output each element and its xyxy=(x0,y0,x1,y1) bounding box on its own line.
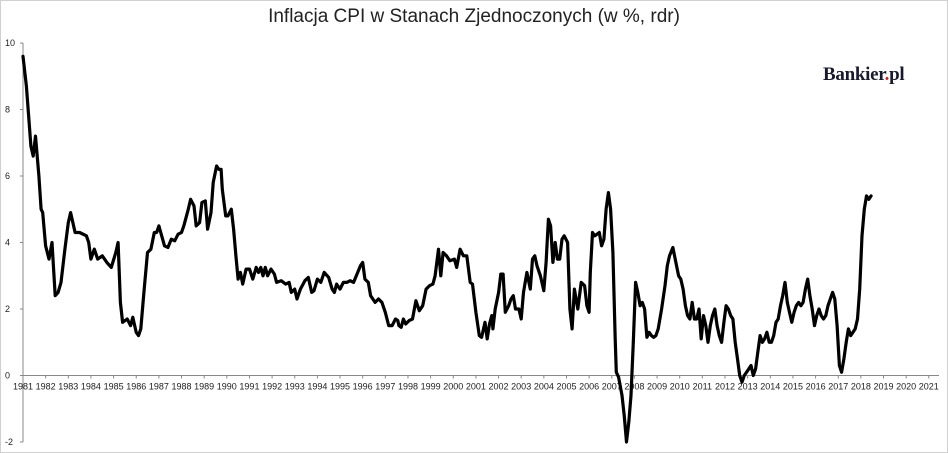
x-tick-label: 2010 xyxy=(670,382,690,392)
x-tick-label: 1999 xyxy=(421,382,441,392)
x-tick-labels: 1981 1982 1983 1984 1985 1986 1987 1988 1989 1990… xyxy=(13,375,939,392)
x-tick-label: 2021 xyxy=(919,382,939,392)
x-tick-label: 1994 xyxy=(307,382,327,392)
x-tick-label: 2017 xyxy=(828,382,848,392)
x-tick-label: 2002 xyxy=(489,382,509,392)
x-tick-label: 1982 xyxy=(36,382,56,392)
logo-dot: . xyxy=(884,64,890,85)
y-tick-label: 4 xyxy=(5,238,10,248)
x-tick-label: 1983 xyxy=(58,382,78,392)
y-tick-label: 0 xyxy=(5,371,10,381)
y-tick-label: 2 xyxy=(5,304,10,314)
x-tick-label: 1991 xyxy=(239,382,259,392)
logo-text: Bankier xyxy=(823,64,885,85)
y-tick-label: 8 xyxy=(5,105,10,115)
x-tick-label: 2016 xyxy=(806,382,826,392)
x-tick-label: 2008 xyxy=(624,382,644,392)
x-tick-label: 2003 xyxy=(511,382,531,392)
y-tick-label: 10 xyxy=(5,38,15,48)
bankier-logo: Bankier.pl xyxy=(823,64,905,86)
y-tick-label: 6 xyxy=(5,171,10,181)
x-tick-label: 2014 xyxy=(760,382,780,392)
x-tick-label: 2007 xyxy=(602,382,622,392)
x-tick-label: 1996 xyxy=(353,382,373,392)
x-tick-label: 1981 xyxy=(13,382,33,392)
series-line xyxy=(21,54,873,444)
x-tick-label: 2005 xyxy=(556,382,576,392)
x-tick-label: 2006 xyxy=(579,382,599,392)
x-tick-label: 1985 xyxy=(104,382,124,392)
x-tick-label: 2012 xyxy=(715,382,735,392)
x-tick-label: 2001 xyxy=(466,382,486,392)
x-tick-label: 1987 xyxy=(149,382,169,392)
chart-title: Inflacja CPI w Stanach Zjednoczonych (w … xyxy=(268,6,680,27)
logo-suffix: pl xyxy=(889,64,905,85)
x-tick-label: 2000 xyxy=(443,382,463,392)
x-tick-label: 1997 xyxy=(375,382,395,392)
x-tick-label: 1986 xyxy=(126,382,146,392)
x-tick-label: 2011 xyxy=(693,382,712,392)
x-tick-label: 1990 xyxy=(217,382,237,392)
x-tick-label: 1988 xyxy=(172,382,192,392)
y-tick-label: -2 xyxy=(5,437,13,447)
x-tick-label: 2018 xyxy=(851,382,871,392)
x-tick-label: 2019 xyxy=(874,382,894,392)
x-tick-label: 2013 xyxy=(738,382,758,392)
x-tick-label: 2004 xyxy=(534,382,554,392)
x-tick-label: 1992 xyxy=(262,382,282,392)
x-tick-label: 1993 xyxy=(285,382,305,392)
x-tick-label: 2020 xyxy=(896,382,916,392)
x-tick-label: 2009 xyxy=(647,382,667,392)
x-tick-label: 1998 xyxy=(398,382,418,392)
x-tick-label: 1995 xyxy=(330,382,350,392)
x-tick-label: 1989 xyxy=(194,382,214,392)
x-tick-label: 1984 xyxy=(81,382,101,392)
x-tick-label: 2015 xyxy=(783,382,803,392)
